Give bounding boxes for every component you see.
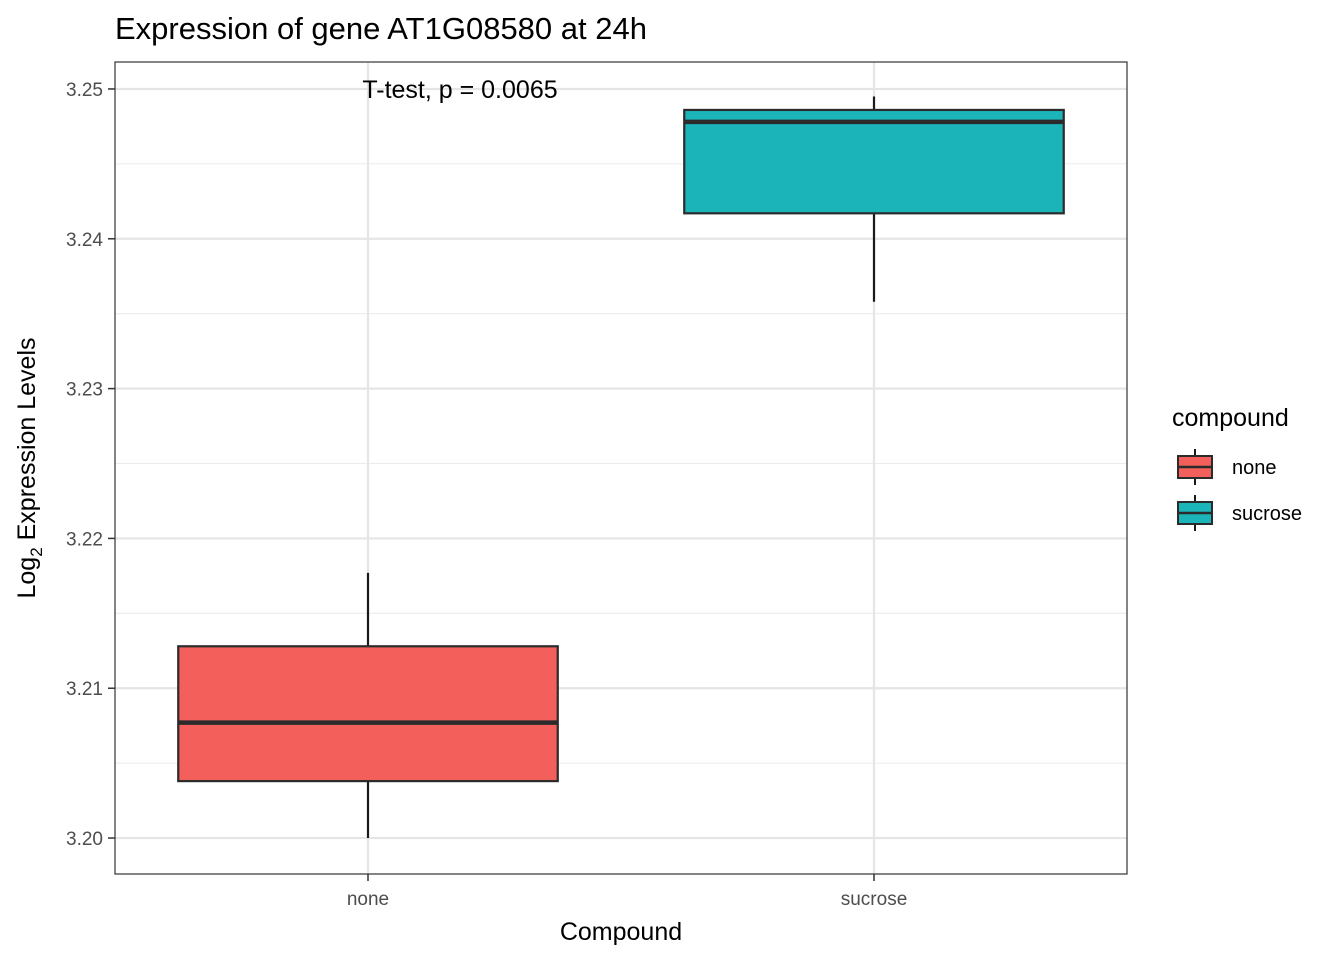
chart-title: Expression of gene AT1G08580 at 24h	[115, 11, 647, 46]
y-tick-label: 3.20	[66, 829, 103, 850]
box-sucrose	[683, 96, 1065, 302]
major-gridlines	[115, 62, 1127, 874]
y-tick-label: 3.23	[66, 380, 103, 401]
x-tick-label: none	[347, 889, 389, 910]
x-tick-label: sucrose	[841, 889, 908, 910]
y-tick-label: 3.21	[66, 679, 103, 700]
box-series	[177, 96, 1065, 839]
y-tick-label: 3.22	[66, 529, 103, 550]
y-tick-label: 3.25	[66, 80, 103, 101]
box-iqr	[683, 108, 1065, 215]
legend-title: compound	[1172, 404, 1289, 432]
x-axis-title: Compound	[560, 918, 682, 946]
legend-item-none: none	[1177, 449, 1277, 485]
legend-label: none	[1232, 457, 1277, 479]
x-axis: none sucrose	[347, 874, 907, 910]
y-axis-title-main: Log	[13, 557, 41, 599]
t-test-annotation: T-test, p = 0.0065	[362, 76, 557, 104]
y-axis-title: Log2 Expression Levels	[13, 337, 46, 598]
legend: compound none sucrose	[1172, 404, 1302, 531]
y-axis-title-rest: Expression Levels	[13, 337, 41, 547]
legend-item-sucrose: sucrose	[1177, 495, 1302, 531]
y-axis: 3.20 3.21 3.22 3.23 3.24 3.25	[66, 80, 115, 850]
legend-label: sucrose	[1232, 503, 1302, 525]
box-iqr	[177, 645, 559, 783]
plot-panel-border	[114, 61, 1128, 875]
box-none	[177, 572, 559, 839]
y-tick-label: 3.24	[66, 230, 103, 251]
y-axis-title-subscript: 2	[27, 547, 46, 556]
